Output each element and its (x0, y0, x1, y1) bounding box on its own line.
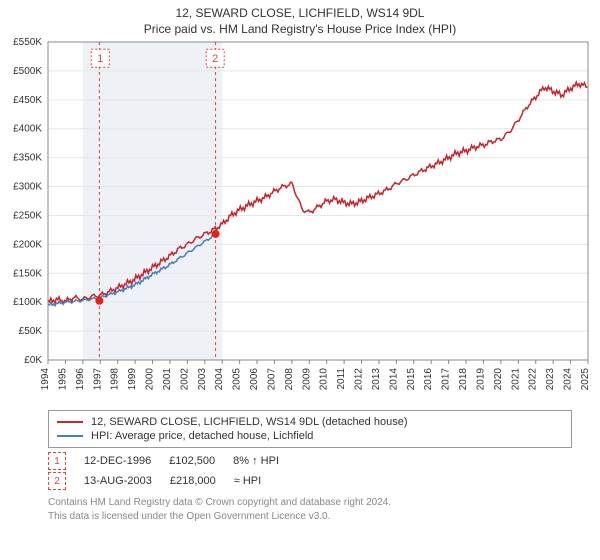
svg-text:2019: 2019 (475, 368, 486, 391)
svg-text:2006: 2006 (249, 368, 260, 391)
svg-text:2011: 2011 (336, 368, 347, 390)
footer-line: This data is licensed under the Open Gov… (48, 510, 572, 524)
svg-text:2020: 2020 (493, 368, 504, 391)
chart-svg: £0K £50K £100K £150K £200K £250K £300K £350K £40… (0, 36, 600, 406)
chart-container: 12, SEWARD CLOSE, LICHFIELD, WS14 9DL Pr… (0, 0, 600, 560)
marker-date: 12-DEC-1996 (84, 455, 151, 467)
legend-swatch (57, 421, 83, 423)
svg-text:£500K: £500K (13, 66, 42, 77)
svg-text:2002: 2002 (179, 368, 190, 391)
svg-text:£50K: £50K (19, 326, 43, 337)
marker-badge: 2 (48, 472, 66, 490)
footer-line: Contains HM Land Registry data © Crown c… (48, 496, 572, 510)
svg-text:1: 1 (97, 53, 103, 65)
legend-label: HPI: Average price, detached house, Lich… (91, 430, 313, 442)
svg-text:£150K: £150K (13, 268, 42, 279)
svg-text:2015: 2015 (406, 368, 417, 391)
svg-text:1999: 1999 (127, 368, 138, 391)
legend-item: 12, SEWARD CLOSE, LICHFIELD, WS14 9DL (d… (57, 415, 563, 429)
svg-text:2008: 2008 (284, 368, 295, 391)
footer: Contains HM Land Registry data © Crown c… (48, 496, 572, 523)
marker-info-row: 1 12-DEC-1996 £102,500 8% ↑ HPI (48, 452, 572, 470)
svg-text:1995: 1995 (57, 368, 68, 391)
legend-swatch (57, 435, 83, 437)
svg-text:2007: 2007 (266, 368, 277, 391)
svg-text:2012: 2012 (354, 368, 365, 391)
legend: 12, SEWARD CLOSE, LICHFIELD, WS14 9DL (d… (48, 410, 572, 448)
svg-text:2025: 2025 (580, 368, 591, 391)
svg-text:2000: 2000 (145, 368, 156, 391)
svg-text:£550K: £550K (13, 37, 42, 48)
svg-text:2003: 2003 (197, 368, 208, 391)
svg-text:2016: 2016 (423, 368, 434, 391)
title-line-1: 12, SEWARD CLOSE, LICHFIELD, WS14 9DL (0, 6, 600, 20)
svg-text:2018: 2018 (458, 368, 469, 391)
svg-text:1997: 1997 (92, 368, 103, 391)
marker-note: ≈ HPI (234, 475, 261, 487)
svg-text:£100K: £100K (13, 297, 42, 308)
svg-text:1994: 1994 (40, 368, 51, 391)
svg-text:£0K: £0K (24, 355, 42, 366)
marker-date: 13-AUG-2003 (84, 475, 152, 487)
svg-text:2022: 2022 (528, 368, 539, 391)
svg-text:1996: 1996 (75, 368, 86, 391)
svg-text:£400K: £400K (13, 124, 42, 135)
svg-text:2017: 2017 (441, 368, 452, 391)
svg-text:2010: 2010 (319, 368, 330, 391)
svg-text:£300K: £300K (13, 182, 42, 193)
title-block: 12, SEWARD CLOSE, LICHFIELD, WS14 9DL Pr… (0, 0, 600, 36)
svg-text:1998: 1998 (110, 368, 121, 391)
title-line-2: Price paid vs. HM Land Registry's House … (0, 22, 600, 36)
marker-badge: 1 (48, 452, 66, 470)
svg-text:2014: 2014 (388, 368, 399, 391)
svg-text:2021: 2021 (510, 368, 521, 391)
svg-text:£450K: £450K (13, 95, 42, 106)
legend-label: 12, SEWARD CLOSE, LICHFIELD, WS14 9DL (d… (91, 416, 407, 428)
svg-text:2009: 2009 (301, 368, 312, 391)
svg-text:£200K: £200K (13, 239, 42, 250)
svg-text:2024: 2024 (563, 368, 574, 391)
marker-price: £218,000 (170, 475, 216, 487)
svg-text:£350K: £350K (13, 153, 42, 164)
svg-text:2004: 2004 (214, 368, 225, 391)
marker-note: 8% ↑ HPI (233, 455, 279, 467)
svg-text:2001: 2001 (162, 368, 173, 391)
svg-text:£250K: £250K (13, 210, 42, 221)
marker-info-row: 2 13-AUG-2003 £218,000 ≈ HPI (48, 472, 572, 490)
marker-price: £102,500 (169, 455, 215, 467)
svg-text:2013: 2013 (371, 368, 382, 391)
legend-item: HPI: Average price, detached house, Lich… (57, 429, 563, 443)
svg-text:2023: 2023 (545, 368, 556, 391)
svg-text:2005: 2005 (232, 368, 243, 391)
svg-text:2: 2 (212, 53, 218, 65)
